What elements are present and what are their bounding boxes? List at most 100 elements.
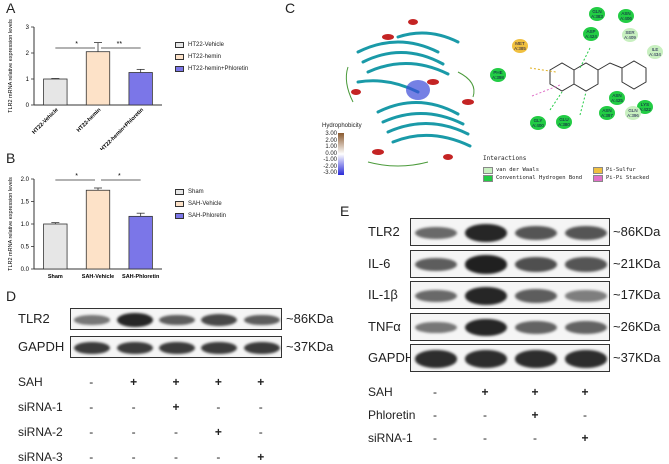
legend-swatch [175,212,184,219]
protein-band [414,226,458,240]
treatment-sign: - [131,400,136,414]
treatment-sign: + [481,385,489,399]
treatment-sign: + [257,450,265,464]
x-tick-label: HT22-hemin+Phloretin [99,107,145,150]
significance-marker: * [75,41,78,48]
protein-band [464,318,508,337]
x-tick-label: Sham [48,274,63,280]
protein-band [201,314,238,326]
y-axis-label: TLR2 mRNA relative expression levels [8,177,14,271]
interaction-label: Pi-Pi Stacked [606,175,650,181]
bar [128,72,153,106]
bar-chart-b: 0.0 0.5 1.0 1.5 2.0 TLR2 mRNA relative expres… [8,173,162,280]
protein-band [514,225,558,241]
interaction-label: van der Waals [496,167,540,173]
interaction-legend-item: van der Waals [483,166,593,174]
y-tick-label: 2.0 [21,177,30,183]
legend-item: SAH-Vehicle [175,199,226,208]
hydro-tick: -1.00 [323,157,337,163]
treatment-sign: - [583,408,587,422]
protein-band [564,350,608,368]
legend-label: HT22-Vehicle [188,41,225,48]
legend-label: SAH-Phloretin [188,212,227,219]
blot-row-label: IL-6 [368,255,391,271]
treatment-sign: + [172,375,180,389]
hydro-tick: 2.00 [325,137,337,144]
residue-bubble: ASN A:425 [609,91,625,105]
blot-row-label: IL-1β [368,287,398,302]
blot-row-label: TLR2 [18,311,50,326]
molecular-weight-label: ~37KDa [286,339,334,354]
protein-band [414,257,458,272]
x-tick-label: HT22-hemin [76,107,103,134]
y-axis-label: TLR2 mRNA relative expression levels [8,19,14,113]
beta-sheets [356,31,472,148]
significance-marker: * [118,173,121,180]
treatment-sign: - [131,450,136,464]
blot-strip [410,218,610,246]
blot-row-label: TNFα [368,318,401,334]
hydrophobicity-ticks: 3.00 2.00 1.00 0.00 -1.00 -2.00 -3.00 [323,131,337,177]
interaction-label: Pi-Sulfur [606,167,636,173]
legend-label: SAH-Vehicle [188,200,222,207]
legend-swatch [175,65,184,72]
panel-label-c: C [285,0,296,16]
y-tick-label: 3 [26,25,30,31]
molecular-weight-label: ~37KDa [613,350,661,365]
treatment-sign: - [89,375,94,389]
protein-band [116,313,153,327]
interaction-legend-item: Pi-Sulfur [593,166,663,174]
residue-bubble: SER A:409 [622,28,638,42]
y-tick-label: 0.5 [21,245,30,251]
residue-bubble: GLN A:383 [589,7,605,21]
treatment-sign: - [216,400,221,414]
residue-bubble: MET A:385 [512,39,528,53]
residue-bubble: PHE A:398 [490,68,506,82]
treatment-sign: + [581,431,589,445]
treatment-sign: + [214,425,222,439]
treatment-sign: + [531,408,539,422]
residue-bubble: ASN A:397 [599,106,615,120]
interaction-swatch [483,166,493,174]
treatment-sign: + [172,400,180,414]
blot-strip [410,281,610,309]
protein-band [158,314,195,326]
protein-structure-image [345,19,475,167]
treatment-sign: + [257,375,265,389]
interaction-lines [529,47,591,116]
western-blot-d: TLR2 ~86KDa GAPDH ~37KDa SAH - + + + + siRNA-1 - - + -… [0,300,335,464]
protein-band [564,257,608,272]
treatment-label: siRNA-3 [18,450,63,464]
y-tick-label: 1.5 [21,200,30,206]
protein-band [74,341,111,355]
protein-band [414,350,458,368]
legend-swatch [175,188,184,195]
interaction-label: Conventional Hydrogen Bond [496,175,583,181]
blot-strip [410,312,610,341]
residue-layer: GLN A:383 ASN A:406 ASP A:424 SER A:409 ILE … [490,7,665,145]
protein-band [201,341,238,355]
legend-swatch [175,53,184,60]
legend-item: HT22-hemin [175,52,248,61]
interaction-legend-item: Pi-Pi Stacked [593,174,663,182]
treatment-sign: - [89,450,94,464]
interaction-legend-item: Conventional Hydrogen Bond [483,174,593,182]
treatment-sign: - [483,408,487,422]
residue-bubble: GLU A:380 [556,115,572,129]
residue-bubble: LYS A:422 [637,100,653,114]
bar [43,78,68,106]
protein-band [514,257,558,272]
alpha-helices [351,19,474,160]
hydro-tick: 1.00 [325,144,337,150]
treatment-sign: - [89,425,94,439]
protein-band [464,350,508,368]
molecular-weight-label: ~17KDa [613,287,661,302]
treatment-sign: - [174,425,178,439]
protein-band [74,315,111,325]
x-tick-label: HT22-Vehicle [31,107,59,135]
bar [128,215,153,270]
interaction-swatch [483,174,493,182]
hydro-tick: -2.00 [323,163,337,170]
significance-marker: * [75,173,78,180]
protein-band [464,255,508,274]
